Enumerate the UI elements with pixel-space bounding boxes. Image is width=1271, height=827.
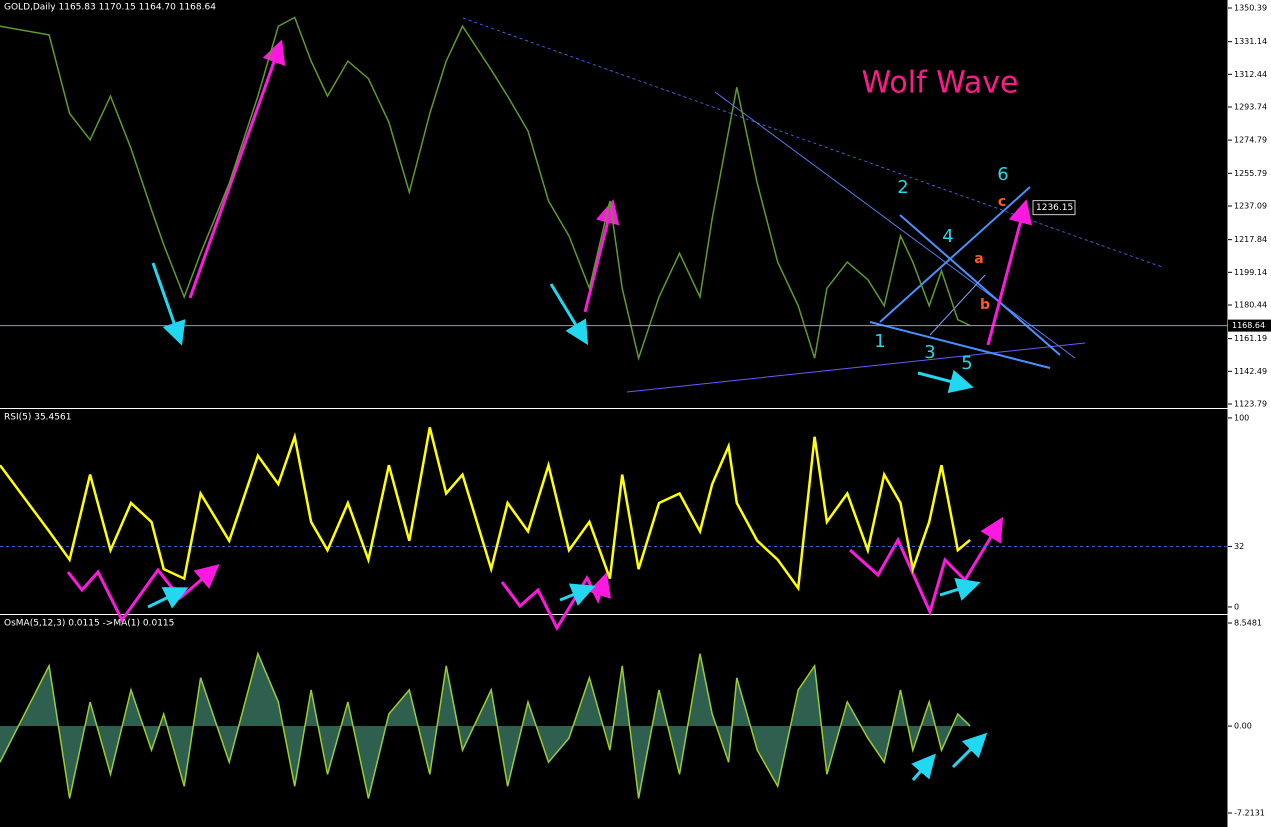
wave-label: c xyxy=(998,194,1006,210)
y-tick-label: 1142.49 xyxy=(1234,367,1267,376)
point-label: 2 xyxy=(897,177,908,198)
y-tick-label: 1255.79 xyxy=(1234,169,1267,178)
trendline xyxy=(869,321,1051,369)
trendline xyxy=(879,186,1031,323)
panel-header: GOLD,Daily 1165.83 1170.15 1164.70 1168.… xyxy=(4,3,216,13)
panel-header: RSI(5) 35.4561 xyxy=(4,413,71,423)
arrow xyxy=(559,583,596,606)
y-tick-label: 1237.09 xyxy=(1234,201,1267,210)
y-tick-label: -7.2131 xyxy=(1234,808,1265,817)
y-tick-label: 100 xyxy=(1234,413,1249,422)
arrow xyxy=(188,39,286,299)
y-tick-label: 1274.79 xyxy=(1234,136,1267,145)
arrow xyxy=(951,732,988,769)
y-tick-label: 1217.84 xyxy=(1234,235,1267,244)
trendline xyxy=(714,91,1076,359)
y-tick-label: 1180.44 xyxy=(1234,300,1267,309)
arrow xyxy=(549,283,589,346)
axis-strip xyxy=(1228,0,1271,827)
y-tick-label: 1350.39 xyxy=(1234,4,1267,13)
y-tick-label: 8.5481 xyxy=(1234,619,1262,628)
wave-label: a xyxy=(974,251,983,267)
wave-label: b xyxy=(980,297,990,313)
point-label: 1 xyxy=(874,331,885,352)
histogram-area xyxy=(0,653,971,799)
y-tick-label: 1161.19 xyxy=(1234,334,1267,343)
point-label: 5 xyxy=(961,353,972,374)
trendline xyxy=(929,274,986,336)
y-tick-label: 1123.79 xyxy=(1234,399,1267,408)
arrows xyxy=(66,39,1033,781)
y-tick-label: 1331.14 xyxy=(1234,37,1267,46)
trendline xyxy=(462,17,1163,268)
arrow xyxy=(66,564,220,623)
trendlines xyxy=(462,17,1163,393)
y-tick-label: 1199.14 xyxy=(1234,268,1267,277)
y-tick-label: 1293.74 xyxy=(1234,103,1267,112)
chart-title: Wolf Wave xyxy=(861,66,1018,101)
arrow xyxy=(151,262,186,346)
arrow xyxy=(917,369,974,394)
target-label: 1236.15 xyxy=(1036,203,1073,213)
arrow xyxy=(147,587,189,609)
y-tick-label: 0.00 xyxy=(1234,722,1252,731)
last-price-label: 1168.64 xyxy=(1232,321,1265,330)
arrow xyxy=(986,199,1033,346)
osma-line xyxy=(0,651,971,799)
series-line xyxy=(0,427,971,592)
arrow xyxy=(500,572,611,632)
series-line xyxy=(0,16,971,361)
y-tick-label: 1312.44 xyxy=(1234,70,1267,79)
point-label: 3 xyxy=(924,342,935,363)
y-tick-label: 32 xyxy=(1234,542,1244,551)
last-price-tag xyxy=(1228,319,1271,332)
arrow xyxy=(939,577,981,601)
arrow xyxy=(911,753,936,781)
trendline xyxy=(626,342,1086,393)
arrow xyxy=(583,199,620,313)
target-box xyxy=(1032,200,1076,216)
point-label: 4 xyxy=(942,226,953,247)
panel-header: OsMA(5,12,3) 0.0115 ->MA(1) 0.0115 xyxy=(4,619,174,629)
trendline xyxy=(899,214,1061,356)
y-tick-label: 0 xyxy=(1234,602,1239,611)
point-label: 6 xyxy=(997,164,1008,185)
